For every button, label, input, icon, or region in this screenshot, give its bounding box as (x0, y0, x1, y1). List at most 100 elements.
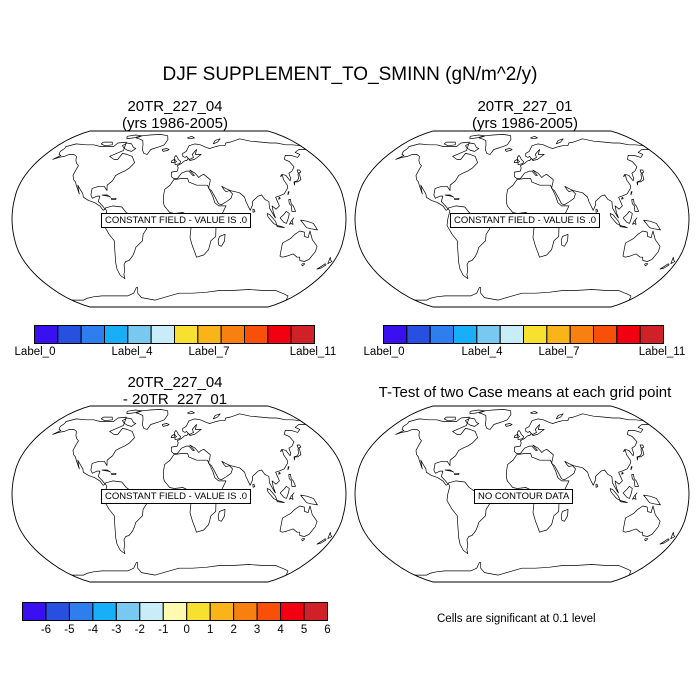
map-ttest-coastline-19 (631, 492, 638, 500)
map-ttest-coastline-28 (444, 469, 455, 473)
map-difference-coastline-24 (279, 505, 318, 537)
colorbar-case2-swatch-4 (476, 325, 501, 344)
map-case1-coastline-4 (126, 134, 142, 140)
panel-case2-title-line2: (yrs 1986-2005) (472, 115, 578, 132)
colorbar-difference-label-5: -1 (158, 624, 169, 636)
panel-case1-message: CONSTANT FIELD - VALUE IS .0 (101, 213, 252, 228)
map-case2-coastline-12 (504, 148, 513, 152)
map-ttest-coastline-26 (670, 532, 676, 540)
map-difference-coastline-32 (71, 562, 289, 576)
map-difference-coastline-23 (278, 471, 281, 475)
map-ttest-coastline-3 (443, 416, 456, 422)
map-case2-coastline-11 (513, 159, 518, 163)
colorbar-difference-label-11: 5 (300, 624, 308, 636)
map-case1-coastline-15 (252, 208, 256, 213)
map-case2-coastline-17 (619, 225, 628, 229)
map-difference-coastline-4 (126, 409, 142, 415)
map-ttest-coastline-20 (643, 494, 661, 506)
colorbar-case1-swatch-8 (220, 325, 246, 344)
colorbar-difference-label-0: -6 (40, 624, 52, 636)
map-case1-coastline-21 (288, 199, 296, 212)
map-case1-coastline-8 (170, 138, 307, 219)
colorbar-difference-swatch-0 (22, 602, 47, 621)
colorbar-difference-label-7: 1 (206, 624, 214, 636)
map-difference-coastline-11 (170, 434, 175, 438)
colorbar-case1-swatch-6 (174, 325, 199, 344)
colorbar-case1-swatch-9 (244, 325, 269, 344)
panel-ttest-title-line1: T-Test of two Case means at each grid po… (378, 384, 672, 401)
colorbar-case1-swatch-3 (104, 325, 129, 344)
map-difference-coastline-29 (111, 472, 117, 475)
colorbar-case2-swatch-10 (616, 325, 641, 344)
map-ttest-coastline-4 (469, 409, 485, 415)
colorbar-case1-swatch-0 (34, 325, 59, 344)
map-case1-coastline-11 (170, 159, 175, 163)
panel-case1-title-line2: (yrs 1986-2005) (122, 115, 228, 132)
map-difference-coastline-19 (288, 492, 295, 500)
map-ttest-coastline-2 (465, 417, 480, 427)
map-case2-coastline-25 (644, 263, 649, 267)
map-difference-coastline-6 (163, 453, 227, 533)
figure-title: DJF SUPPLEMENT_TO_SMINN (gN/m^2/y) (162, 64, 538, 85)
map-case2-coastline-21 (631, 199, 639, 212)
colorbar-difference-swatch-12 (303, 602, 328, 621)
map-case2-coastline-6 (506, 178, 570, 258)
panel-ttest-message: NO CONTOUR DATA (474, 489, 574, 504)
map-case1-coastline-24 (279, 230, 318, 262)
map-ttest-coastline-6 (506, 453, 570, 533)
colorbar-case1-label-7: Label_7 (188, 346, 230, 358)
map-difference-coastline-15 (252, 483, 256, 488)
map-case1-coastline-22 (287, 191, 290, 196)
map-case1-coastline-30 (187, 135, 195, 140)
map-case1-coastline-17 (276, 225, 285, 229)
map-ttest-coastline-18 (622, 486, 633, 499)
map-difference-coastline-25 (301, 538, 306, 542)
map-difference-coastline-21 (288, 474, 296, 487)
panel-case2-title-line1: 20TR_227_01 (477, 98, 573, 115)
colorbar-difference-label-6: 0 (183, 624, 190, 636)
map-difference-coastline-28 (101, 469, 112, 473)
panel-difference-title-line1: 20TR_227_04 (127, 374, 223, 391)
map-case2-coastline-23 (621, 196, 624, 200)
map-case2-coastline-32 (414, 287, 632, 301)
map-difference-coastline-18 (279, 486, 290, 499)
panel-difference-title: 20TR_227_04 - 20TR_227_01 (60, 374, 290, 408)
map-ttest-coastline-23 (621, 471, 624, 475)
colorbar-case2-swatch-11 (639, 325, 664, 344)
colorbar-case2 (383, 325, 664, 344)
map-case2-coastline-28 (444, 194, 455, 198)
map-case1-coastline-2 (122, 142, 137, 152)
colorbar-difference-label-4: -2 (134, 624, 145, 636)
map-case1-coastline-12 (161, 148, 170, 152)
map-case1-coastline-7 (217, 233, 226, 247)
colorbar-difference-swatch-7 (186, 602, 211, 621)
map-difference-coastline-26 (327, 532, 333, 540)
map-case2-coastline-10 (517, 155, 524, 166)
map-case1-coastline-14 (296, 169, 302, 174)
map-difference-coastline-10 (174, 430, 181, 441)
map-ttest-coastline-1 (478, 409, 512, 430)
map-case2-coastline-20 (643, 219, 661, 231)
panel-ttest-title: T-Test of two Case means at each grid po… (350, 384, 700, 401)
map-difference-coastline-3 (100, 416, 113, 422)
panel-difference-title-line2: - 20TR_227_01 (122, 391, 228, 408)
map-case1-coastline-6 (163, 178, 227, 258)
colorbar-difference-swatch-9 (233, 602, 258, 621)
map-ttest-coastline-10 (517, 430, 524, 441)
map-case1-coastline-31 (212, 138, 221, 145)
map-case1-coastline-1 (135, 134, 169, 155)
colorbar-difference-label-3: -3 (111, 624, 122, 636)
map-difference-coastline-1 (135, 409, 169, 430)
map-ttest-coastline-8 (513, 413, 650, 494)
colorbar-case1-swatch-2 (80, 325, 106, 344)
map-difference-coastline-12 (161, 423, 170, 427)
map-ttest-coastline-29 (454, 472, 460, 475)
colorbar-case1-label-11: Label_11 (289, 346, 337, 358)
colorbar-case2-label-4: Label_4 (461, 346, 503, 358)
map-ttest-coastline-0 (395, 416, 478, 486)
map-ttest-coastline-22 (630, 466, 633, 471)
colorbar-case2-swatch-3 (453, 325, 478, 344)
ttest-footnote: Cells are significant at 0.1 level (437, 613, 596, 625)
map-ttest-coastline-14 (639, 444, 645, 449)
colorbar-difference-label-1: -5 (64, 624, 75, 636)
